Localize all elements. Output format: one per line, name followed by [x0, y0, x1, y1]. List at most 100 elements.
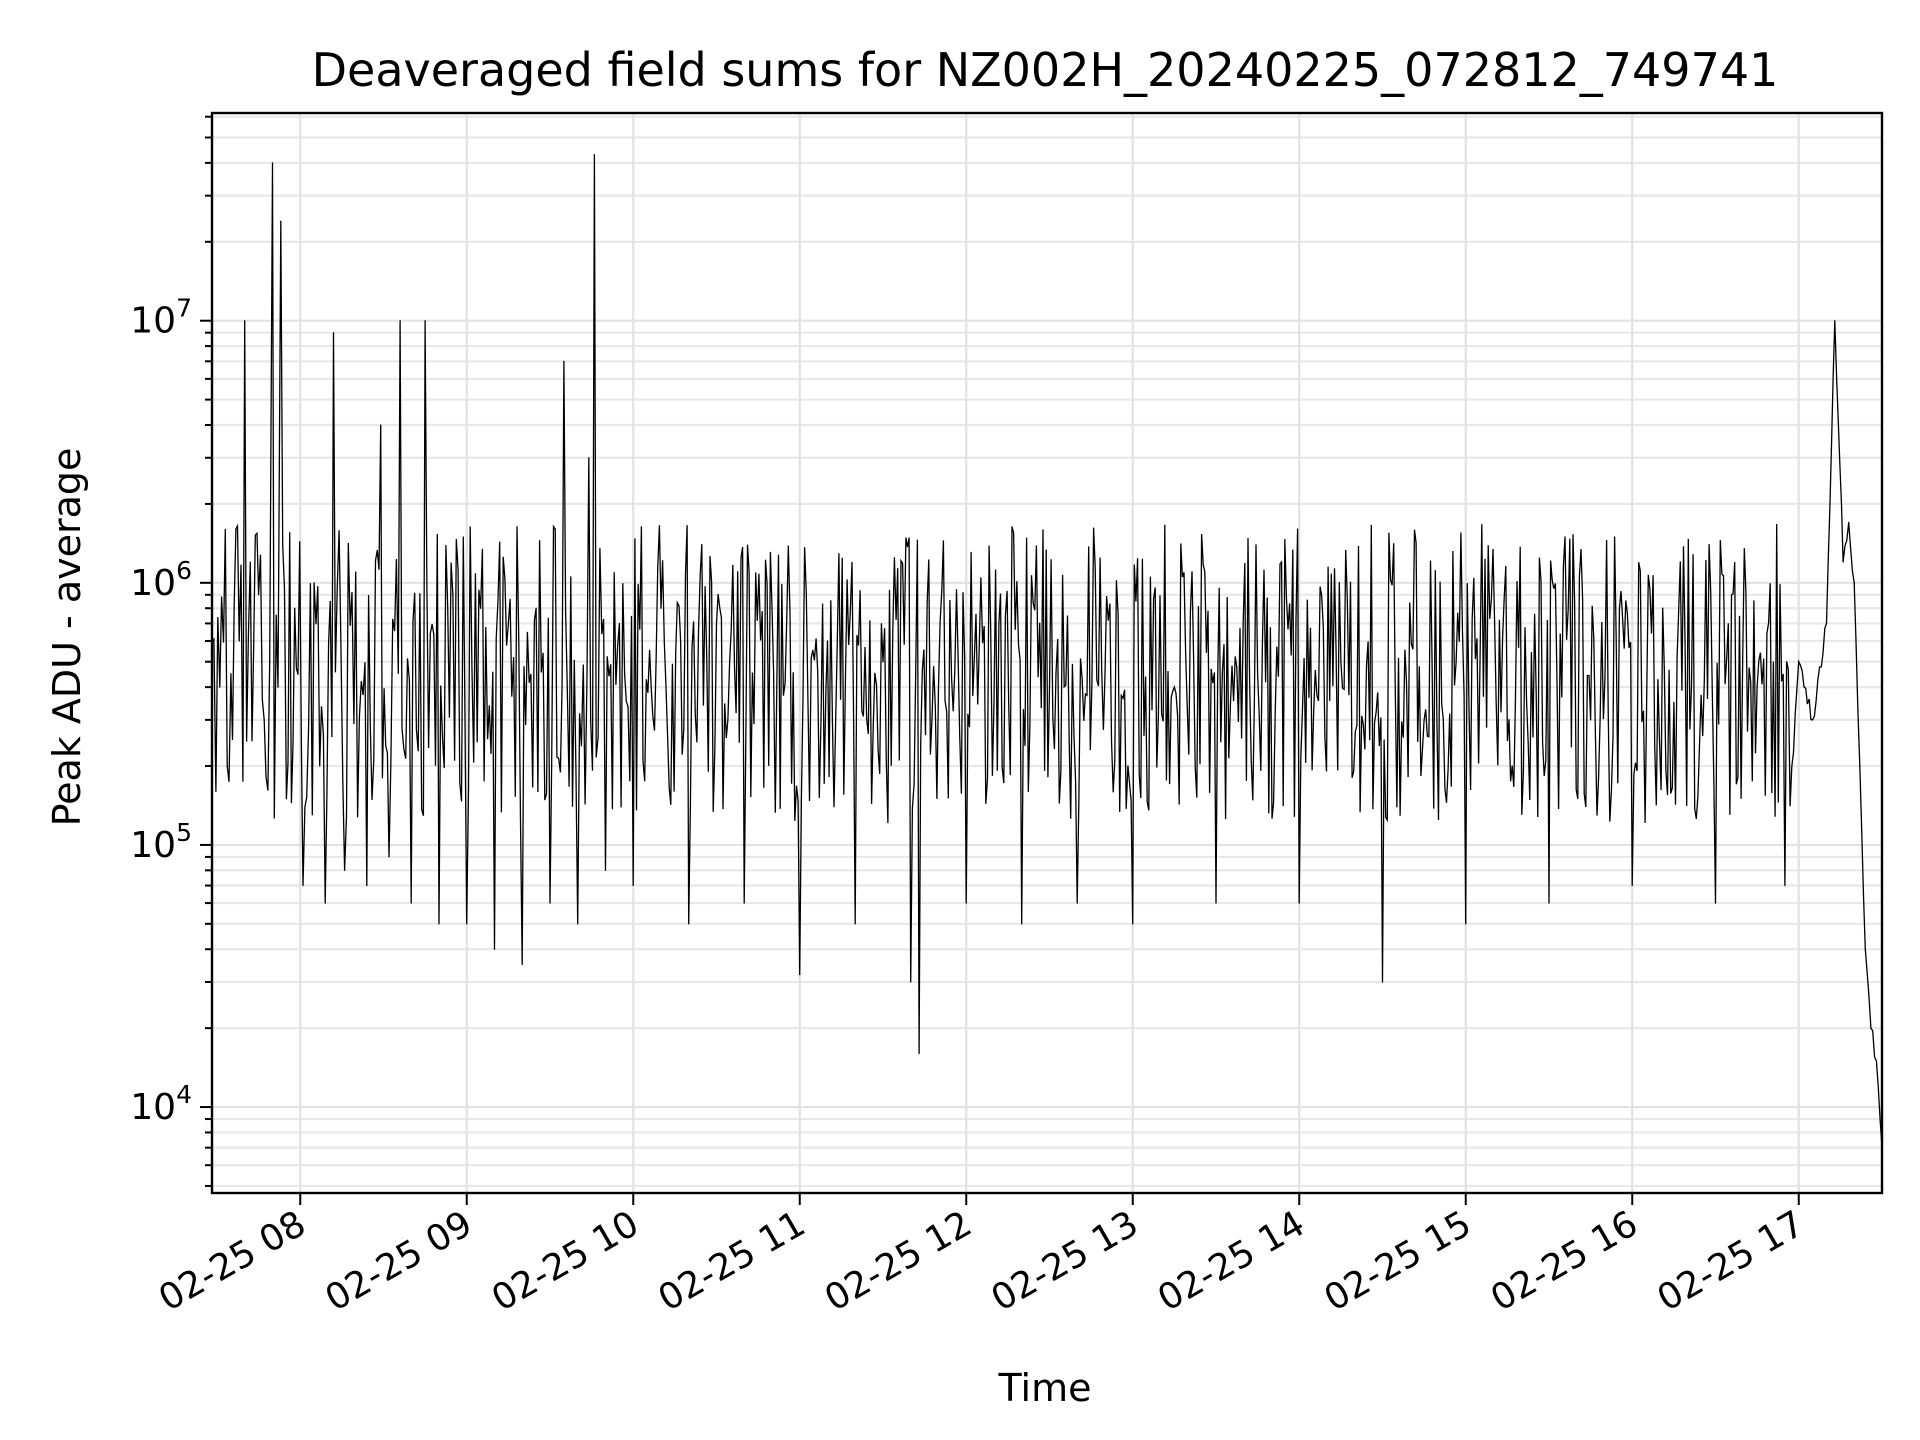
data-point — [577, 923, 579, 925]
data-point — [1714, 902, 1717, 904]
data-point — [910, 981, 912, 983]
data-point — [993, 701, 995, 703]
data-point — [588, 457, 590, 459]
x-tick-label: 02-25 08 — [152, 1203, 313, 1319]
data-point — [271, 162, 274, 164]
data-point — [238, 640, 240, 642]
x-tick-label: 02-25 15 — [1318, 1203, 1479, 1319]
data-point — [618, 622, 620, 625]
data-point — [882, 661, 884, 663]
data-point — [521, 963, 523, 966]
data-point — [380, 424, 382, 426]
data-point — [324, 902, 326, 904]
data-point — [1875, 1060, 1878, 1062]
data-point — [355, 571, 357, 573]
y-tick-label: 106 — [130, 556, 192, 604]
data-point — [1132, 923, 1134, 925]
data-point — [1076, 902, 1078, 904]
grid-layer — [212, 113, 1882, 1193]
x-axis-label: Time — [998, 1366, 1092, 1410]
data-point — [280, 220, 282, 222]
data-point — [549, 902, 551, 904]
data-point — [1506, 740, 1508, 742]
data-point — [1381, 981, 1384, 983]
data-point — [493, 948, 496, 950]
y-axis-label: Peak ADU - average — [45, 448, 89, 827]
data-point — [294, 607, 296, 609]
data-point — [1853, 582, 1855, 584]
data-point — [854, 923, 856, 925]
data-point — [1756, 686, 1758, 688]
data-point — [507, 622, 509, 625]
x-tick-label: 02-25 16 — [1484, 1203, 1645, 1319]
data-point — [285, 798, 287, 800]
data-point — [452, 594, 454, 596]
data-series-line — [211, 154, 1883, 1148]
data-point — [466, 923, 468, 925]
x-tick-label: 02-25 14 — [1151, 1203, 1312, 1319]
data-point — [1173, 686, 1175, 688]
x-tick-label: 02-25 11 — [652, 1203, 813, 1319]
data-point — [1870, 1027, 1872, 1029]
data-point — [660, 607, 662, 609]
data-point — [269, 661, 271, 663]
data-point — [799, 974, 801, 976]
data-point — [1465, 923, 1467, 925]
data-point — [219, 686, 221, 688]
plot-frame — [210, 111, 1884, 1195]
data-point — [1825, 622, 1828, 625]
data-point — [424, 320, 426, 322]
data-point — [535, 607, 537, 609]
data-point — [1848, 521, 1850, 524]
data-point — [632, 884, 634, 887]
data-point — [1673, 701, 1675, 703]
data-point — [965, 902, 967, 904]
data-point — [563, 360, 565, 362]
y-tick-label: 104 — [130, 1080, 192, 1128]
data-point — [1104, 673, 1106, 675]
data-point — [480, 607, 482, 609]
data-point — [399, 320, 401, 322]
data-point — [277, 686, 279, 688]
data-point — [1864, 948, 1866, 950]
data-point — [332, 332, 335, 334]
data-point — [410, 902, 412, 904]
data-point — [438, 923, 440, 925]
y-tick-label: 105 — [130, 818, 192, 866]
data-point — [593, 154, 595, 156]
data-point — [604, 869, 607, 871]
data-point — [1298, 902, 1300, 904]
data-point — [244, 320, 246, 322]
x-tick-label: 02-25 13 — [985, 1203, 1146, 1319]
data-point — [1590, 719, 1592, 721]
data-point — [771, 607, 773, 609]
data-point — [1859, 765, 1861, 767]
data-point — [263, 719, 265, 721]
data-point — [1834, 320, 1836, 322]
data-point — [1548, 902, 1550, 904]
data-point — [1048, 686, 1051, 688]
data-point — [918, 1052, 920, 1055]
data-point — [230, 673, 232, 675]
data-point — [1021, 923, 1023, 925]
data-point — [688, 923, 690, 925]
data-point — [344, 869, 346, 871]
data-point — [1812, 719, 1814, 721]
x-tick-label: 02-25 17 — [1651, 1203, 1812, 1319]
data-point — [1784, 884, 1786, 887]
data-point — [1340, 661, 1342, 663]
data-point — [366, 884, 368, 887]
data-point — [1842, 561, 1844, 563]
data-point — [302, 884, 304, 887]
data-point — [1631, 884, 1633, 887]
data-point — [249, 561, 251, 563]
ticks-layer — [200, 115, 1800, 1205]
data-point — [1798, 661, 1800, 663]
data-point — [715, 622, 718, 625]
data-point — [1423, 719, 1425, 721]
x-tick-label: 02-25 09 — [319, 1203, 480, 1319]
data-point — [224, 528, 226, 530]
y-tick-label: 107 — [130, 294, 192, 342]
data-point — [388, 856, 390, 858]
